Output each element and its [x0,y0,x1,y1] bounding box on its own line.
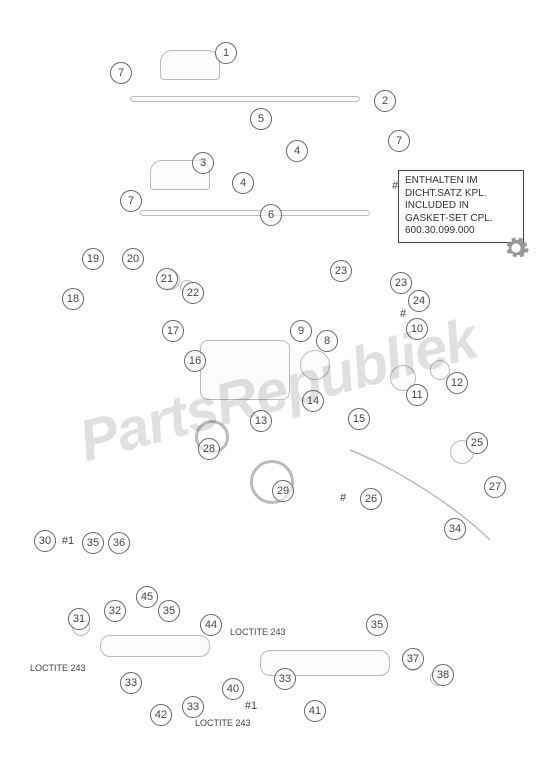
callout-4: 4 [286,140,308,162]
callout-23: 23 [330,260,352,282]
part-drum [200,340,290,400]
callout-1: 1 [215,42,237,64]
callout-11: 11 [406,384,428,406]
callout-18: 18 [62,288,84,310]
info-line: DICHT.SATZ KPL. [405,188,517,201]
loctite-note: LOCTITE 243 [230,627,286,637]
callout-2: 2 [374,90,396,112]
callout-35: 35 [82,532,104,554]
callout-4: 4 [232,172,254,194]
callout-7: 7 [388,130,410,152]
loctite-note: LOCTITE 243 [195,718,251,728]
callout-28: 28 [198,438,220,460]
callout-34: 34 [444,518,466,540]
callout-6: 6 [260,204,282,226]
callout-30: 30 [34,530,56,552]
callout-19: 19 [82,248,104,270]
info-line: GASKET-SET CPL. [405,213,517,226]
callout-41: 41 [304,700,326,722]
callout-23: 23 [390,272,412,294]
hash-mark: # [395,306,411,322]
callout-15: 15 [348,408,370,430]
callout-29: 29 [272,480,294,502]
info-line: INCLUDED IN [405,200,517,213]
callout-45: 45 [136,586,158,608]
info-line: 600.30.099.000 [405,225,517,238]
callout-7: 7 [110,62,132,84]
callout-9: 9 [290,320,312,342]
callout-35: 35 [366,614,388,636]
callout-33: 33 [274,668,296,690]
gear-icon [502,234,530,262]
callout-37: 37 [402,648,424,670]
callout-5: 5 [250,108,272,130]
callout-26: 26 [360,488,382,510]
part-fork [160,50,220,80]
part-round [300,350,330,380]
callout-38: 38 [432,664,454,686]
callout-8: 8 [316,330,338,352]
callout-7: 7 [120,190,142,212]
callout-44: 44 [200,614,222,636]
callout-14: 14 [302,390,324,412]
callout-17: 17 [162,320,184,342]
callout-12: 12 [446,372,468,394]
callout-31: 31 [68,608,90,630]
callout-27: 27 [484,476,506,498]
callout-40: 40 [222,678,244,700]
callout-25: 25 [466,432,488,454]
hash-mark: # [335,490,351,506]
part-lever [100,635,210,657]
callout-16: 16 [184,350,206,372]
callout-13: 13 [250,410,272,432]
gasket-info-box: ENTHALTEN IM DICHT.SATZ KPL. INCLUDED IN… [398,170,524,243]
callout-33: 33 [182,696,204,718]
callout-32: 32 [104,600,126,622]
callout-20: 20 [122,248,144,270]
callout-35: 35 [158,600,180,622]
callout-21: 21 [156,268,178,290]
loctite-note: LOCTITE 243 [30,663,86,673]
hash-mark: #1 [243,698,259,714]
callout-3: 3 [192,152,214,174]
hash-mark: #1 [60,533,76,549]
callout-42: 42 [150,704,172,726]
callout-33: 33 [120,672,142,694]
info-line: ENTHALTEN IM [405,175,517,188]
part-rod [130,96,360,102]
callout-22: 22 [182,282,204,304]
callout-24: 24 [408,290,430,312]
callout-36: 36 [108,532,130,554]
part-rod [140,210,370,216]
